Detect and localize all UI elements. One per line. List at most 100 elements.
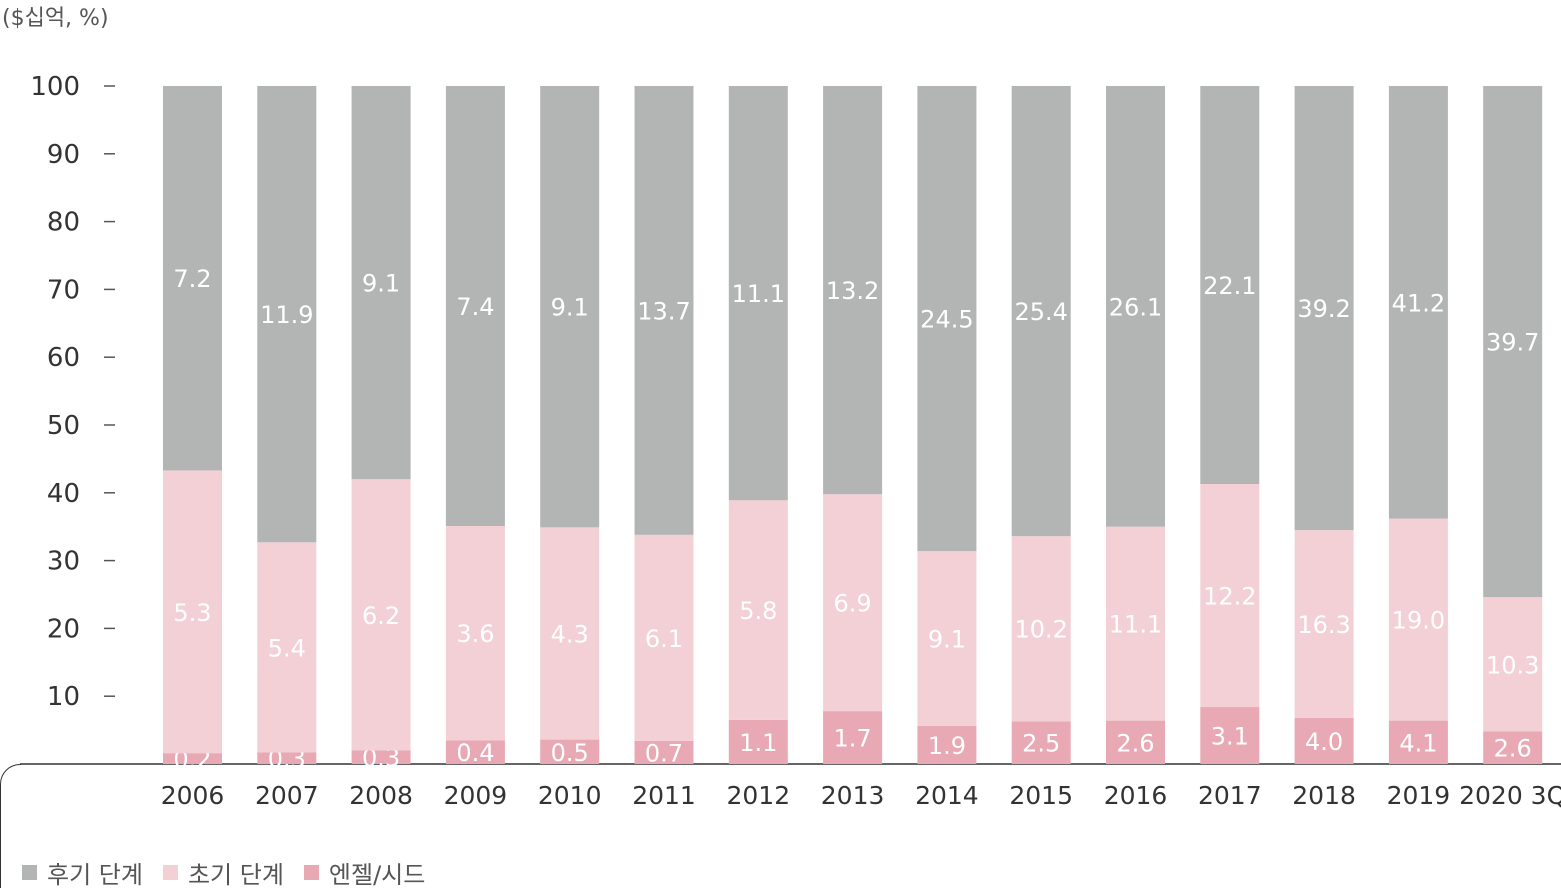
bar-segment-seed	[351, 750, 411, 764]
bar-segment-late	[1011, 86, 1071, 537]
bar-segment-early	[445, 526, 505, 741]
bar-segment-seed	[1294, 717, 1354, 764]
bar-segment-late	[917, 86, 977, 552]
legend-label-early: 초기 단계	[187, 861, 284, 889]
data-label: 9.1	[362, 270, 400, 298]
y-tick-label: 80	[47, 208, 80, 238]
data-label: 22.1	[1203, 272, 1256, 300]
bar-segment-late	[257, 86, 317, 543]
x-tick-label: 2007	[255, 781, 319, 810]
data-label: 13.2	[826, 277, 879, 305]
bar-segment-late	[1483, 86, 1543, 598]
legend-label-seed: 엔젤/시드	[328, 861, 426, 889]
bar-segment-late	[1106, 86, 1165, 527]
data-label: 3.1	[1211, 723, 1249, 751]
data-label: 7.4	[456, 293, 494, 321]
data-label: 1.9	[928, 732, 966, 760]
data-label: 5.8	[739, 597, 777, 625]
bar-segment-early	[257, 542, 317, 753]
bar-segment-late	[1200, 86, 1260, 484]
data-label: 7.2	[173, 265, 211, 293]
legend-label-late: 후기 단계	[47, 861, 143, 889]
x-tick-label: 2013	[821, 781, 885, 810]
data-label: 0.5	[551, 739, 589, 767]
data-label: 5.3	[173, 599, 211, 627]
data-label: 11.1	[732, 280, 785, 308]
bar-segment-early	[540, 527, 600, 740]
bar-segment-seed	[1483, 731, 1543, 764]
bar-segment-late	[540, 86, 600, 528]
bar-segment-late	[351, 86, 411, 480]
x-tick-label: 2020 3Q	[1459, 781, 1561, 810]
bar-segment-seed	[163, 753, 222, 764]
data-label: 11.1	[1109, 611, 1162, 639]
data-label: 41.2	[1392, 289, 1445, 317]
bar-segment-late	[163, 86, 222, 471]
data-label: 9.1	[928, 626, 966, 654]
y-tick-label: 50	[47, 411, 80, 441]
x-tick-label: 2018	[1292, 781, 1356, 810]
x-tick-label: 2011	[632, 781, 696, 810]
bar-segment-early	[1294, 530, 1354, 718]
bar-segment-early	[1483, 597, 1543, 732]
bar-segment-seed	[634, 740, 694, 764]
bar-segment-early	[1011, 536, 1071, 722]
bar-segment-late	[445, 86, 505, 527]
bar-segment-late	[1388, 86, 1448, 519]
y-tick-label: 20	[47, 614, 80, 644]
legend-frame	[0, 764, 21, 888]
legend-item-early: 초기 단계	[162, 855, 284, 890]
data-label: 4.3	[551, 620, 589, 648]
legend-swatch-seed	[303, 865, 319, 880]
bar-segment-seed	[540, 739, 600, 764]
x-tick-label: 2015	[1009, 781, 1073, 810]
data-label: 10.2	[1014, 616, 1067, 644]
legend-swatch-late	[22, 865, 37, 880]
bar-segment-early	[1106, 526, 1165, 721]
data-label: 6.2	[362, 602, 400, 630]
bar-segment-early	[823, 494, 883, 712]
bar-segment-seed	[445, 740, 505, 764]
bar-segment-seed	[1388, 720, 1448, 764]
data-label: 6.1	[645, 625, 683, 653]
y-tick-label: 40	[47, 479, 80, 509]
data-label: 5.4	[268, 634, 306, 662]
bar-segment-seed	[1011, 721, 1071, 764]
x-tick-label: 2012	[726, 781, 790, 810]
legend-item-late: 후기 단계	[22, 855, 143, 890]
data-label: 3.6	[456, 620, 494, 648]
bar-segment-late	[1294, 86, 1354, 531]
data-label: 9.1	[551, 294, 589, 322]
data-label: 24.5	[920, 306, 973, 334]
data-label: 12.2	[1203, 583, 1256, 611]
x-tick-label: 2009	[444, 781, 508, 810]
bar-segment-early	[634, 534, 694, 741]
x-tick-label: 2014	[915, 781, 979, 810]
data-label: 1.1	[739, 729, 777, 757]
bar-segment-early	[351, 479, 411, 751]
bar-segment-seed	[1200, 707, 1260, 764]
y-tick-label: 10	[47, 682, 80, 712]
y-tick-label: 70	[47, 275, 80, 305]
bar-segment-seed	[823, 711, 883, 764]
legend: 후기 단계 초기 단계 엔젤/시드	[22, 855, 445, 890]
data-label: 39.2	[1297, 295, 1350, 323]
y-tick-label: 90	[47, 140, 80, 170]
bar-segment-late	[823, 86, 883, 495]
data-label: 0.7	[645, 739, 683, 767]
data-label: 11.9	[260, 301, 313, 329]
bar-segment-seed	[1106, 720, 1165, 764]
data-label: 26.1	[1109, 293, 1162, 321]
data-label: 2.6	[1116, 729, 1154, 757]
data-label: 25.4	[1014, 298, 1067, 326]
x-tick-label: 2019	[1387, 781, 1451, 810]
y-tick-label: 60	[47, 343, 80, 373]
data-label: 2.6	[1494, 735, 1532, 763]
x-tick-label: 2016	[1104, 781, 1168, 810]
bar-segment-early	[1388, 518, 1448, 721]
unit-label: ($십억, %)	[2, 6, 109, 31]
bar-segment-early	[1200, 483, 1260, 708]
data-label: 13.7	[637, 297, 690, 325]
bar-segment-late	[728, 86, 788, 501]
